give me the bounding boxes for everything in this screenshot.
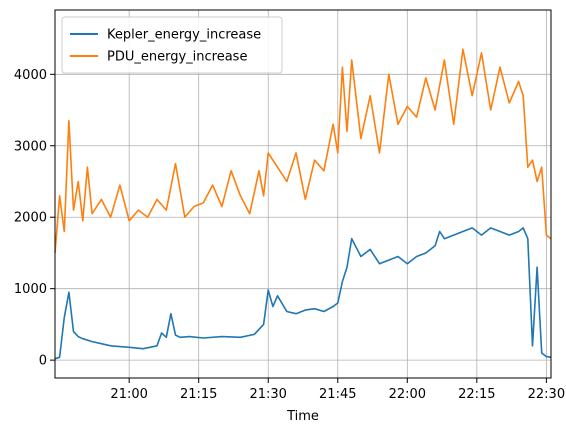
x-tick-label: 22:30 (528, 387, 565, 402)
legend-label: Kepler_energy_increase (107, 28, 261, 43)
plot-frame (54, 9, 552, 379)
x-tick-label: 21:45 (319, 387, 356, 402)
y-tick-label: 4000 (14, 68, 47, 83)
axis-ticks: 21:00 21:15 21:30 21:45 22:00 22:15 22:30 0 1000… (14, 68, 565, 402)
series-lines (54, 48, 552, 360)
x-axis-label: Time (286, 409, 319, 424)
x-tick-label: 21:30 (249, 387, 286, 402)
legend-label: PDU_energy_increase (107, 50, 247, 65)
legend-box (61, 16, 283, 74)
x-tick-label: 21:15 (180, 387, 217, 402)
series-line-PDU_energy_increase (54, 48, 552, 254)
y-tick-label: 0 (39, 354, 47, 369)
y-tick-label: 3000 (14, 139, 47, 154)
y-tick-label: 2000 (14, 211, 47, 226)
series-line-Kepler_energy_increase (54, 227, 552, 360)
x-tick-label: 22:15 (458, 387, 495, 402)
x-tick-label: 21:00 (110, 387, 147, 402)
legend: Kepler_energy_increase PDU_energy_increas… (61, 16, 283, 74)
x-tick-label: 22:00 (389, 387, 426, 402)
y-tick-label: 1000 (14, 282, 47, 297)
